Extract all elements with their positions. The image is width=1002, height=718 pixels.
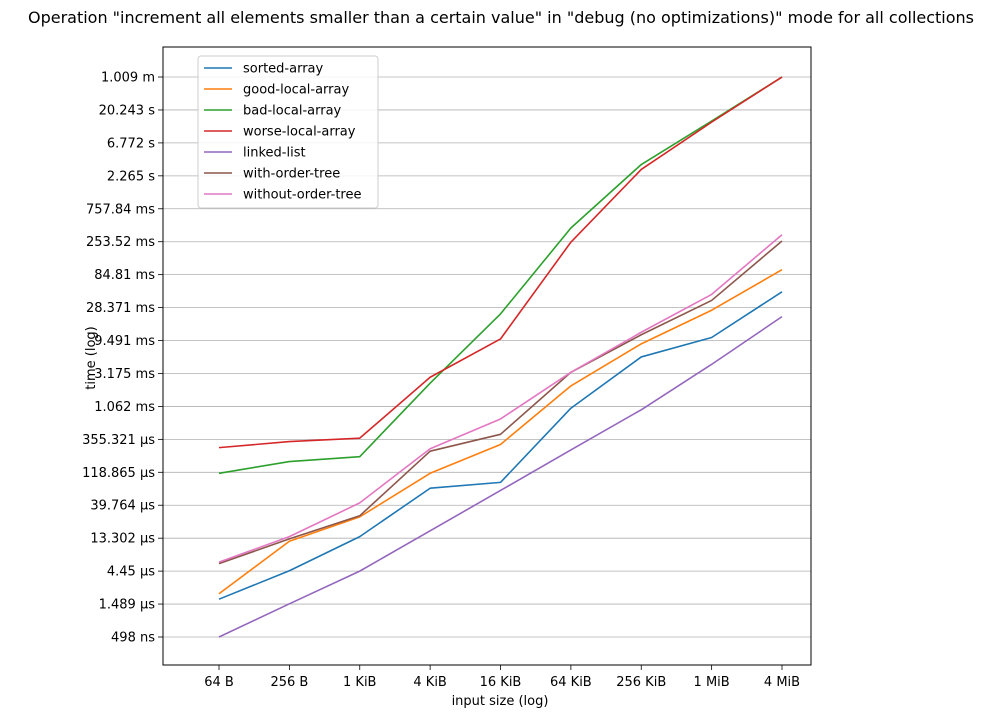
y-tick-label: 84.81 ms [94,268,155,283]
y-axis-label: time (log) [84,326,99,389]
x-axis-label: input size (log) [452,694,549,709]
y-tick-label: 20.243 s [99,103,156,118]
y-tick-label: 13.302 µs [90,532,155,547]
legend: sorted-array good-local-array bad-local-ar… [197,55,379,209]
x-tick-label: 16 KiB [480,675,522,690]
legend-label: with-order-tree [243,167,340,182]
legend-label: linked-list [243,146,306,161]
y-tick-label: 757.84 ms [86,202,155,217]
chart-title: Operation "increment all elements smalle… [28,8,974,27]
series-line-worse-local-array [218,76,783,449]
y-tick-label: 4.45 µs [107,565,155,580]
series-line-linked-list [218,315,783,638]
series-lines [218,76,783,638]
y-tick-label: 39.764 µs [90,499,155,514]
series-line-sorted-array [218,291,783,600]
y-tick-label: 355.321 µs [82,433,155,448]
x-tick-label: 4 MiB [764,675,800,690]
y-tick-label: 253.52 ms [86,235,155,250]
x-tick-label: 4 KiB [413,675,446,690]
y-tick-label: 118.865 µs [82,466,155,481]
legend-label: sorted-array [243,62,324,77]
x-axis: 64 B 256 B 1 KiB 4 KiB 16 KiB 64 KiB 256 KiB 1 … [204,665,800,690]
x-tick-label: 64 B [204,675,234,690]
y-tick-label: 1.489 µs [99,598,156,613]
grid-lines [163,76,811,638]
y-tick-label: 9.491 ms [94,334,155,349]
x-tick-label: 256 B [270,675,308,690]
series-line-with-order-tree [218,240,783,565]
y-tick-label: 28.371 ms [86,301,155,316]
series-line-good-local-array [218,269,783,595]
y-tick-label: 1.009 m [101,71,155,86]
series-line-without-order-tree [218,234,783,563]
y-axis: 498 ns 1.489 µs 4.45 µs 13.302 µs 39.764 µs 1… [82,71,163,646]
y-tick-label: 6.772 s [107,136,155,151]
legend-label: without-order-tree [243,188,361,203]
x-tick-label: 256 KiB [616,675,666,690]
y-tick-label: 3.175 ms [94,367,155,382]
x-tick-label: 64 KiB [550,675,592,690]
series-line-bad-local-array [218,76,783,475]
x-tick-label: 1 MiB [694,675,730,690]
y-tick-label: 498 ns [111,631,155,646]
legend-label: good-local-array [243,83,349,98]
plot-area-frame [162,46,812,666]
y-tick-label: 2.265 s [107,169,155,184]
legend-label: bad-local-array [243,104,342,119]
legend-box [197,55,379,209]
y-tick-label: 1.062 ms [94,400,155,415]
x-tick-label: 1 KiB [343,675,376,690]
legend-label: worse-local-array [243,125,356,140]
